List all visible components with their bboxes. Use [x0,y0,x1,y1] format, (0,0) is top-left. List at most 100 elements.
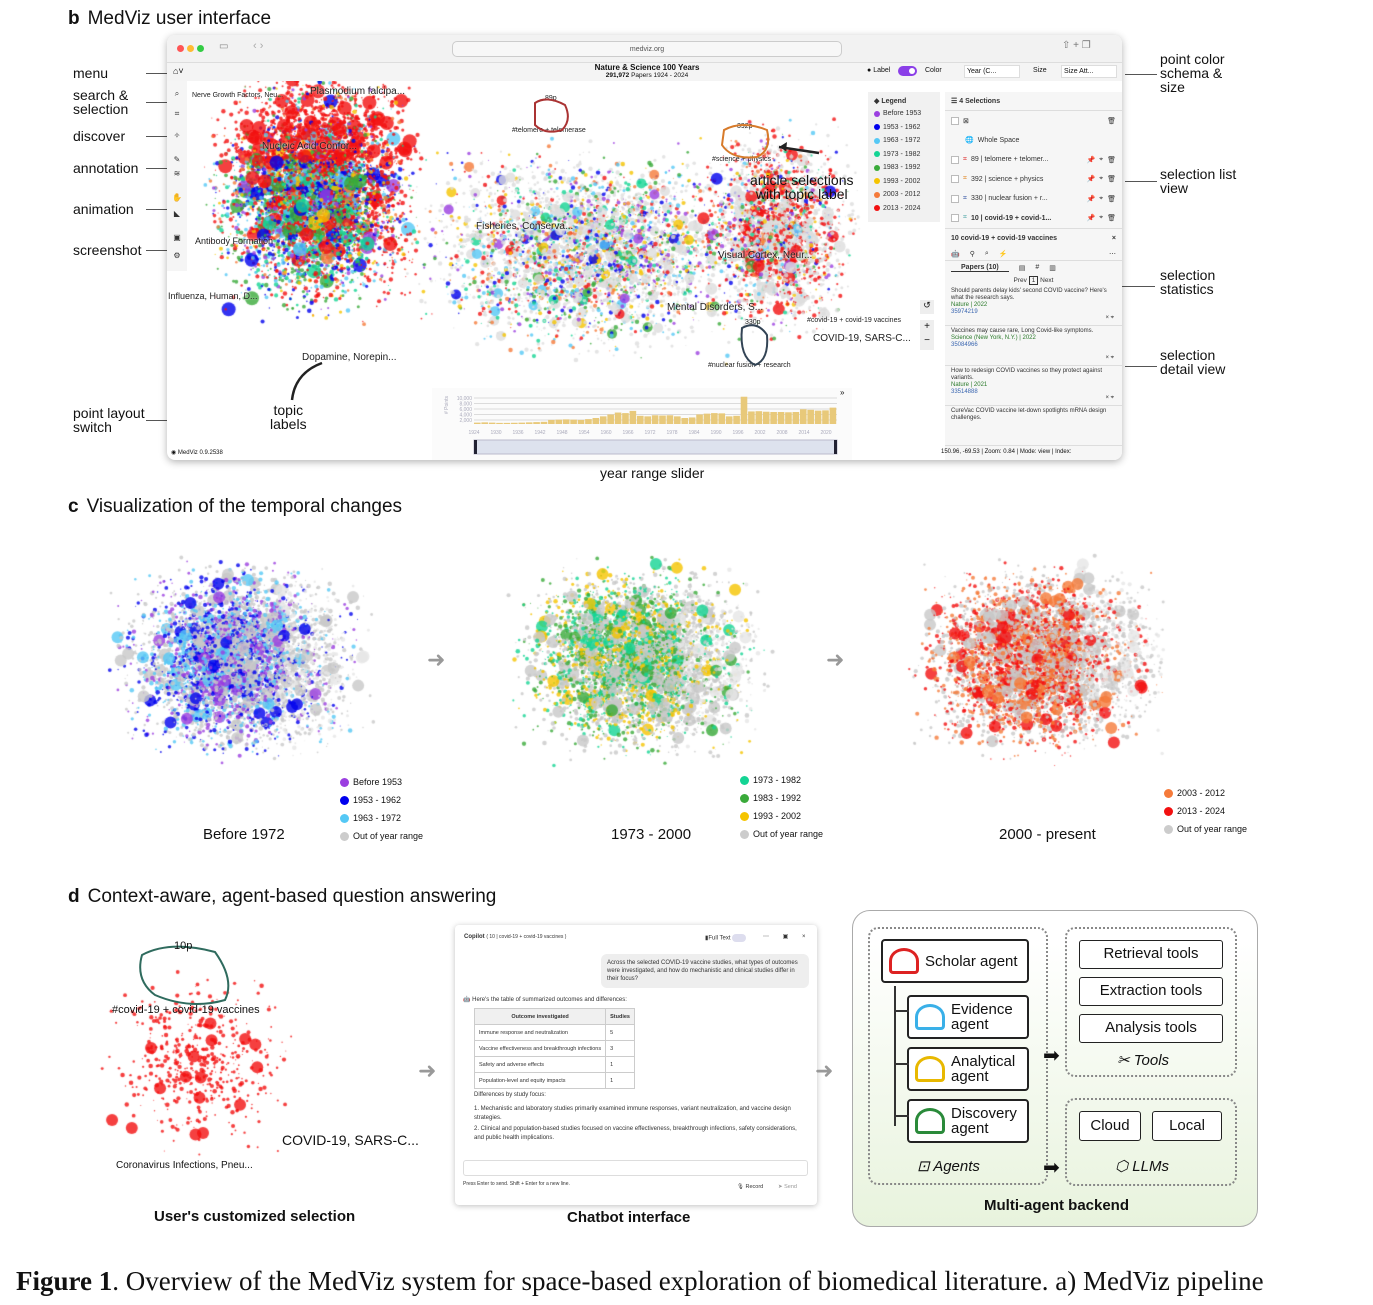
remove-paper-icon[interactable]: × ⌖ [1105,315,1114,321]
legend-color-dot [874,191,880,198]
remove-paper-icon[interactable]: × ⌖ [1105,355,1114,361]
home-menu-icon[interactable]: ⌂˅ [173,66,184,76]
close-detail-icon[interactable]: × [1111,235,1116,242]
paper-pmid[interactable]: 33514888 [951,389,978,395]
minimize-dot[interactable] [187,45,194,52]
settings-icon[interactable]: ⚙ [173,251,181,260]
paper-item[interactable]: Vaccines may cause rare, Long Covid-like… [945,326,1122,366]
legend-label: 1993 - 2002 [883,177,921,185]
tab-hash-icon[interactable]: # [1035,264,1040,271]
discover-wand-icon[interactable]: ✧ [173,131,181,140]
trash-icon[interactable]: 🗑 [1107,215,1116,223]
locate-icon[interactable]: ⌖ [1099,175,1104,183]
chart-icon[interactable]: ◣ [173,209,181,218]
zoom-search-icon[interactable]: ⌕ [984,250,989,257]
callout-topic-labels: topic labels [270,402,307,432]
locate-icon[interactable]: ⌖ [1099,214,1104,222]
histogram-bar [562,419,570,424]
selection-checkbox[interactable] [951,214,959,223]
label-toggle[interactable] [898,66,917,76]
maximize-dot[interactable] [197,45,204,52]
legend-item: 1993 - 2002 [740,807,801,825]
bolt-icon[interactable]: ⚡ [998,251,1008,258]
legend-label: 2003 - 2012 [1177,788,1226,798]
sidebar-toggle-icon[interactable]: ▭ [219,41,229,52]
llms-label: ⬡ LLMs [1115,1158,1169,1175]
record-button[interactable]: 🎙 Record [737,1184,764,1190]
prev-button[interactable]: Prev [1013,277,1027,284]
legend-color-dot [740,811,749,821]
tab-stats-icon[interactable]: ▤ [1018,265,1026,272]
url-bar[interactable]: medviz.org [452,41,842,57]
selection-checkbox[interactable] [951,194,959,203]
paper-item[interactable]: How to redesign COVID vaccines so they p… [945,366,1122,406]
tab-doc-icon[interactable]: ▥ [1049,265,1056,272]
bot-icon[interactable]: 🤖 [951,251,960,258]
selection-tag: #nuclear fusion + research [708,362,791,369]
select-all-checkbox[interactable] [951,116,959,125]
detail-title: 10 covid-19 + covid-19 vaccines [951,235,1058,242]
selection-checkbox[interactable] [951,155,959,164]
selection-item[interactable]: ⌗ 330 | nuclear fusion + r... 📌 ⌖ 🗑 [945,189,1122,209]
locate-icon[interactable]: ⌖ [1099,155,1104,163]
legend-label: 1973 - 1982 [883,150,921,158]
trash-icon[interactable]: 🗑 [1107,156,1116,164]
legend-item: 2003 - 2012 [1164,784,1225,802]
annotation-icon[interactable]: ✎ [173,155,181,164]
chat-window-controls[interactable]: ⋯ ▣ × [763,934,812,940]
layers-icon[interactable]: ≋ [173,169,181,178]
back-icon[interactable]: ‹ › [253,40,264,52]
paper-item[interactable]: CureVac COVID vaccine let-down spotlight… [945,406,1122,446]
selection-whole-space[interactable]: 🌐 Whole Space [965,136,1020,145]
histogram-bar [711,413,718,424]
size-select[interactable]: Size Att... [1061,65,1117,78]
pin-icon[interactable]: 📌 [1086,195,1096,203]
selection-item[interactable]: ⌗ 392 | science + physics 📌 ⌖ 🗑 [945,170,1122,190]
search-icon[interactable]: ⌕ [174,89,180,98]
collapse-icon[interactable]: » [840,388,845,397]
page-number[interactable]: 1 [1028,276,1039,285]
label-toggle-label: ● Label [867,67,891,74]
binoculars-icon[interactable]: ⚲ [969,251,975,258]
callout-year-slider: year range slider [600,465,705,481]
selection-checkbox[interactable] [951,175,959,184]
callout-line [1125,366,1157,367]
select-box-icon[interactable]: ⊠ [963,117,969,125]
paper-pmid[interactable]: 35084966 [951,342,978,348]
animation-icon[interactable]: ✋ [172,193,182,202]
share-icon[interactable]: ⇧ + ❐ [1062,40,1091,51]
pin-icon[interactable]: 📌 [1086,176,1096,184]
paper-pmid[interactable]: 35974219 [951,309,978,315]
screenshot-icon[interactable]: ▣ [173,233,181,242]
close-dot[interactable] [177,45,184,52]
more-icon[interactable]: ⋯ [1109,251,1116,258]
selection-icon[interactable]: ⌗ [174,109,180,118]
trash-icon[interactable]: 🗑 [1107,117,1116,125]
next-button[interactable]: Next [1040,277,1054,284]
send-button[interactable]: ➤ Send [778,1184,797,1190]
arrow-to-tools: ➡ [1043,1045,1060,1067]
paper-item[interactable]: Should parents delay kids' second COVID … [945,286,1122,326]
range-brush [473,439,838,455]
table-row: Vaccine effectiveness and breakthrough i… [473,1040,635,1057]
color-select[interactable]: Year (C... [964,65,1020,78]
callout-left: discover [73,128,126,144]
tab-papers[interactable]: Papers (10) [951,264,1009,272]
pin-icon[interactable]: 📌 [1086,156,1096,164]
selection-item[interactable]: ⌗ 10 | covid-19 + covid-1... 📌 ⌖ 🗑 [945,209,1122,229]
trash-icon[interactable]: 🗑 [1107,176,1116,184]
trash-icon[interactable]: 🗑 [1107,195,1116,203]
selection-item[interactable]: ⌗ 89 | telomere + telomer... 📌 ⌖ 🗑 [945,150,1122,170]
locate-icon[interactable]: ⌖ [1099,194,1104,202]
callout-left: screenshot [73,242,142,258]
full-text-toggle[interactable]: ▮Full Text [705,934,747,942]
zoom-controls[interactable]: + − [920,320,934,350]
remove-paper-icon[interactable]: × ⌖ [1105,395,1114,401]
chat-input[interactable] [463,1160,808,1176]
pin-icon[interactable]: 📌 [1086,215,1096,223]
robot-icon [915,1108,945,1134]
year-range-slider[interactable]: # Points 10,000 8,000 6,000 4,000 2,000 1924 1… [432,388,852,460]
reset-view-button[interactable]: ↺ [920,300,934,314]
histogram-bar [555,419,563,424]
